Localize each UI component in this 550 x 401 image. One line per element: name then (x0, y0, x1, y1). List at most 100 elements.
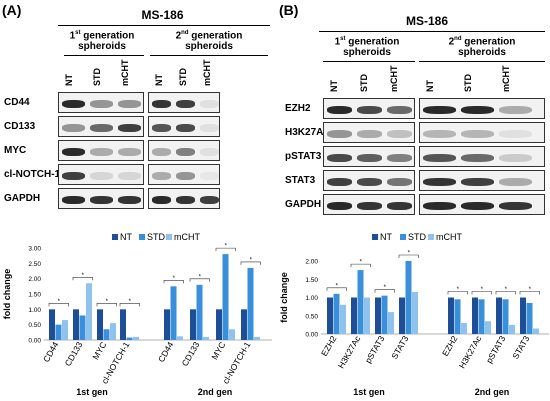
significance-bracket (447, 291, 468, 295)
x-tick-label: CD44 (41, 340, 61, 364)
band (357, 177, 382, 186)
bar-nt-6 (496, 297, 502, 334)
legend-swatch-nt (112, 234, 118, 240)
bar-nt-2 (97, 309, 103, 340)
bar-mcht-2 (388, 312, 394, 334)
panel-a-header-line (58, 25, 270, 26)
legend-label-mcht: mCHT (174, 232, 200, 242)
lane-label-nt-block1: NT (329, 80, 339, 92)
x-tick-label: MYC (90, 340, 108, 361)
significance-star: * (336, 283, 339, 289)
panel-a: (A) MS-186 1st generation spheroids 2nd … (2, 2, 270, 209)
x-tick-label: EZH2 (319, 334, 339, 358)
significance-bracket (48, 303, 69, 307)
band (499, 129, 532, 138)
bar-nt-7 (241, 309, 247, 340)
x-tick-label: H3K27Ac (457, 333, 484, 370)
band (461, 129, 494, 138)
panel-b-header-line (319, 31, 545, 32)
blot-cd44-block1 (58, 92, 144, 113)
y-tick-label: 2.00 (28, 276, 41, 283)
bar-nt-4 (448, 297, 454, 334)
lane-label-mcht-block1: mCHT (120, 59, 130, 87)
blot-gapdh-block2 (148, 188, 220, 209)
band (387, 129, 412, 138)
legend-swatch-std (139, 234, 145, 240)
band (152, 171, 171, 180)
group-label: 1st gen (353, 387, 385, 397)
y-tick-label: 1.00 (305, 295, 318, 302)
panel-b-group2-line (419, 61, 545, 62)
bar-nt-5 (190, 309, 196, 340)
band (423, 153, 456, 162)
bar-nt-1 (351, 297, 357, 334)
bar-nt-1 (73, 309, 79, 340)
significance-star: * (250, 257, 253, 263)
bar-std-7 (247, 267, 254, 340)
significance-bracket (350, 263, 371, 268)
band (176, 147, 195, 156)
bar-mcht-3 (133, 336, 139, 340)
bar-mcht-7 (254, 336, 260, 340)
blot-cd133-block2 (148, 116, 220, 137)
bar-std-3 (405, 261, 412, 334)
significance-star: * (457, 287, 460, 293)
panel-b-cell-line: MS-186 (405, 14, 449, 28)
legend-label-mcht: mCHT (436, 232, 462, 242)
protein-label-pstat3: pSTAT3 (285, 151, 322, 162)
band (90, 195, 113, 204)
significance-star: * (199, 274, 202, 280)
band (90, 99, 113, 108)
panel-a-label: (A) (2, 2, 22, 18)
bar-mcht-6 (229, 329, 235, 340)
significance-bracket (72, 276, 93, 281)
band (152, 147, 171, 156)
bar-nt-0 (49, 309, 55, 340)
y-tick-label: 2.50 (28, 261, 41, 268)
x-tick-label: EZH2 (440, 334, 460, 358)
significance-bracket (326, 287, 347, 291)
x-tick-label: pSTAT3 (484, 334, 508, 365)
protein-label-gapdh: GAPDH (285, 199, 322, 210)
band (200, 195, 219, 204)
bar-nt-3 (399, 297, 405, 334)
protein-label-cl-notch-1: cl-NOTCH-1 (4, 169, 61, 180)
protein-label-gapdh: GAPDH (4, 193, 41, 204)
band (327, 177, 352, 186)
protein-label-ezh2: EZH2 (285, 103, 311, 114)
bar-std-5 (196, 284, 203, 340)
bar-std-1 (79, 315, 86, 340)
band (327, 129, 352, 138)
band (200, 147, 219, 156)
band (62, 171, 85, 180)
panel-a-group1-label: 1st generation spheroids (69, 30, 135, 53)
band (62, 123, 85, 132)
significance-star: * (82, 273, 85, 279)
blot-stat3-block2 (419, 170, 545, 191)
protein-label-cd133: CD133 (4, 121, 36, 132)
bar-nt-6 (216, 309, 222, 340)
lane-label-mcht-block1: mCHT (389, 65, 399, 93)
bar-mcht-3 (412, 292, 418, 334)
significance-bracket (398, 254, 419, 258)
band (357, 201, 382, 210)
band (118, 99, 141, 108)
band (327, 201, 352, 210)
blot-pstat3-block2 (419, 146, 545, 167)
blot-gapdh-block1 (323, 194, 415, 215)
bar-mcht-4 (461, 323, 467, 334)
band (152, 195, 171, 204)
panel-a-group2-label: 2nd generation spheroids (175, 30, 243, 53)
panel-b-bar-chart: NT STD mCHT 0.00 0.50 1.00 1.50 2.00 fold change… (279, 232, 549, 397)
protein-label-myc: MYC (4, 145, 27, 156)
blot-cd44-block2 (148, 92, 220, 113)
band (152, 123, 171, 132)
legend-swatch-std (400, 234, 406, 240)
bar-nt-7 (520, 297, 526, 334)
significance-star: * (129, 299, 132, 305)
band (62, 147, 85, 156)
bar-mcht-2 (110, 323, 116, 340)
bar-nt-0 (327, 297, 333, 334)
group-label: 2nd gen (475, 387, 510, 397)
bar-mcht-1 (86, 283, 92, 340)
